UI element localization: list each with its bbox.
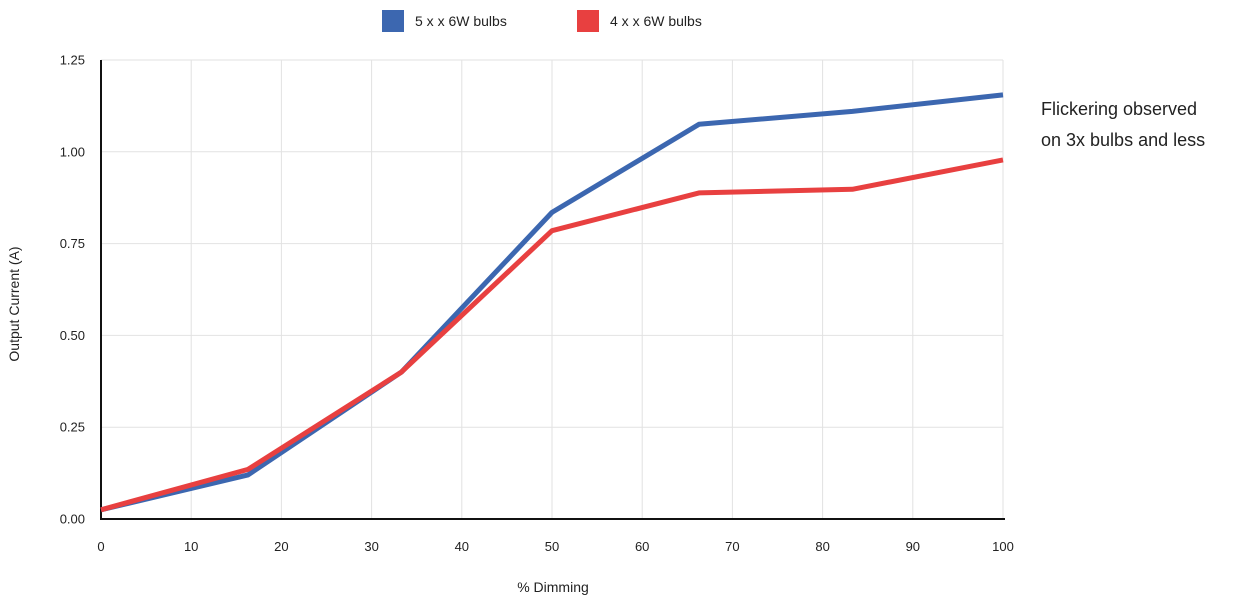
y-tick-labels: 0.00 0.25 0.50 0.75 1.00 1.25 bbox=[60, 53, 85, 527]
x-tick-label: 100 bbox=[992, 539, 1014, 554]
x-tick-label: 90 bbox=[906, 539, 920, 554]
x-tick-label: 0 bbox=[97, 539, 104, 554]
annotation-line-2: on 3x bulbs and less bbox=[1041, 130, 1205, 150]
legend-swatch-2 bbox=[577, 10, 599, 32]
x-tick-labels: 0 10 20 30 40 50 60 70 80 90 100 bbox=[97, 539, 1013, 554]
y-tick-label: 0.75 bbox=[60, 236, 85, 251]
legend-label-1: 5 x x 6W bulbs bbox=[415, 13, 507, 29]
annotation-line-1: Flickering observed bbox=[1041, 99, 1197, 119]
legend: 5 x x 6W bulbs 4 x x 6W bulbs bbox=[382, 10, 702, 32]
grid bbox=[101, 59, 1004, 519]
series-line-2 bbox=[100, 157, 1004, 513]
axes bbox=[100, 60, 1005, 520]
series-line-1 bbox=[100, 92, 1004, 513]
x-tick-label: 20 bbox=[274, 539, 288, 554]
x-tick-label: 60 bbox=[635, 539, 649, 554]
x-axis-title: % Dimming bbox=[517, 579, 589, 595]
y-axis-title: Output Current (A) bbox=[6, 246, 22, 361]
y-tick-label: 0.00 bbox=[60, 512, 85, 527]
y-tick-label: 1.25 bbox=[60, 53, 85, 68]
annotation: Flickering observed on 3x bulbs and less bbox=[1041, 99, 1205, 150]
series-lines bbox=[100, 92, 1004, 513]
x-tick-label: 30 bbox=[364, 539, 378, 554]
x-tick-label: 50 bbox=[545, 539, 559, 554]
x-tick-label: 80 bbox=[815, 539, 829, 554]
x-tick-label: 40 bbox=[455, 539, 469, 554]
x-tick-label: 70 bbox=[725, 539, 739, 554]
y-tick-label: 0.50 bbox=[60, 328, 85, 343]
legend-swatch-1 bbox=[382, 10, 404, 32]
x-tick-label: 10 bbox=[184, 539, 198, 554]
legend-label-2: 4 x x 6W bulbs bbox=[610, 13, 702, 29]
y-tick-label: 0.25 bbox=[60, 420, 85, 435]
y-tick-label: 1.00 bbox=[60, 144, 85, 159]
